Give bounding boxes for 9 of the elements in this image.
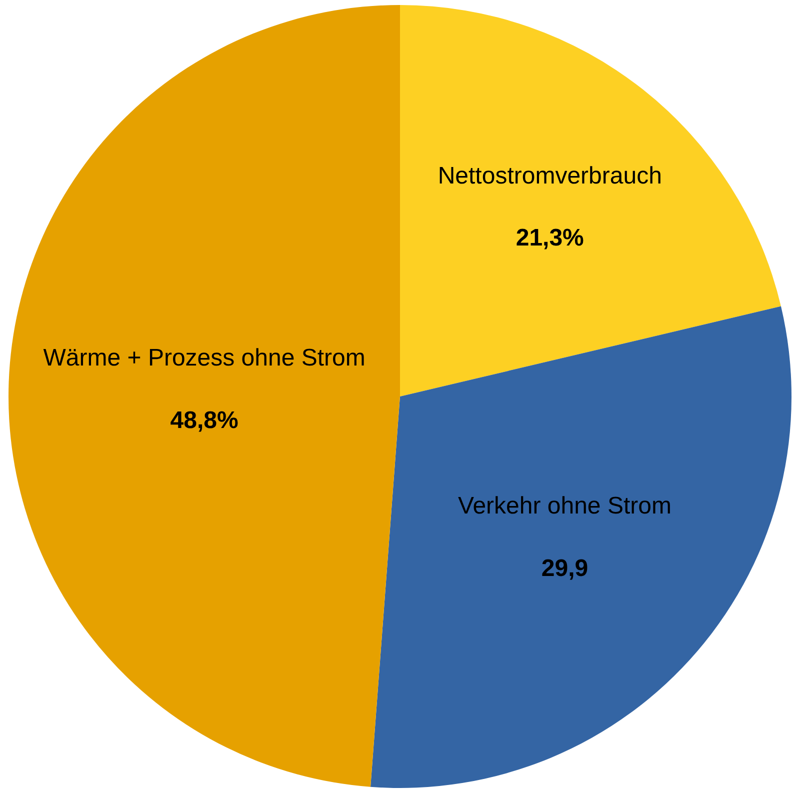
pie-slice <box>400 5 781 396</box>
data-label: 21,3% <box>516 224 584 252</box>
pie-slice <box>370 306 792 788</box>
slice-label: Verkehr ohne Strom <box>458 492 672 520</box>
slice-label: Wärme + Prozess ohne Strom <box>43 344 366 372</box>
data-label: 29,9 <box>541 554 588 582</box>
data-label: 48,8% <box>170 406 238 434</box>
slice-label: Nettostromverbrauch <box>438 162 662 190</box>
pie-slice <box>8 5 400 787</box>
